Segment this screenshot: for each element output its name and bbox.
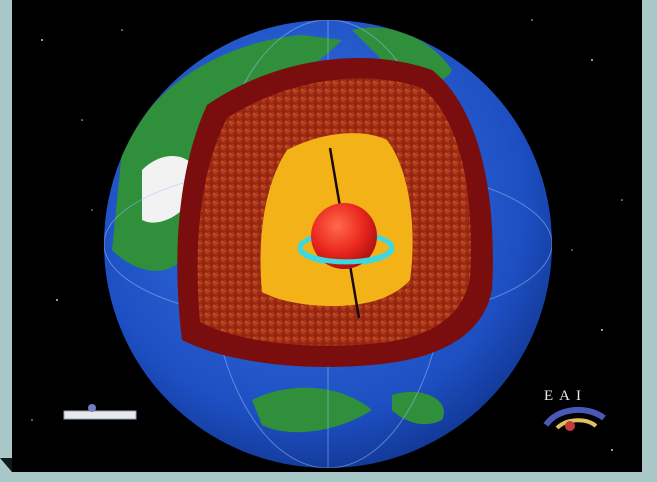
star-field: [31, 19, 623, 451]
inner-core: [297, 147, 395, 319]
earth-cutaway-illustration: [31, 19, 623, 468]
eai-logo-text: EAI: [544, 388, 587, 404]
image-frame: EAI: [12, 0, 642, 472]
corner-arrow-icon[interactable]: [0, 458, 12, 472]
satellite-icon: [63, 404, 137, 420]
eai-logo-swoosh: [543, 406, 606, 431]
